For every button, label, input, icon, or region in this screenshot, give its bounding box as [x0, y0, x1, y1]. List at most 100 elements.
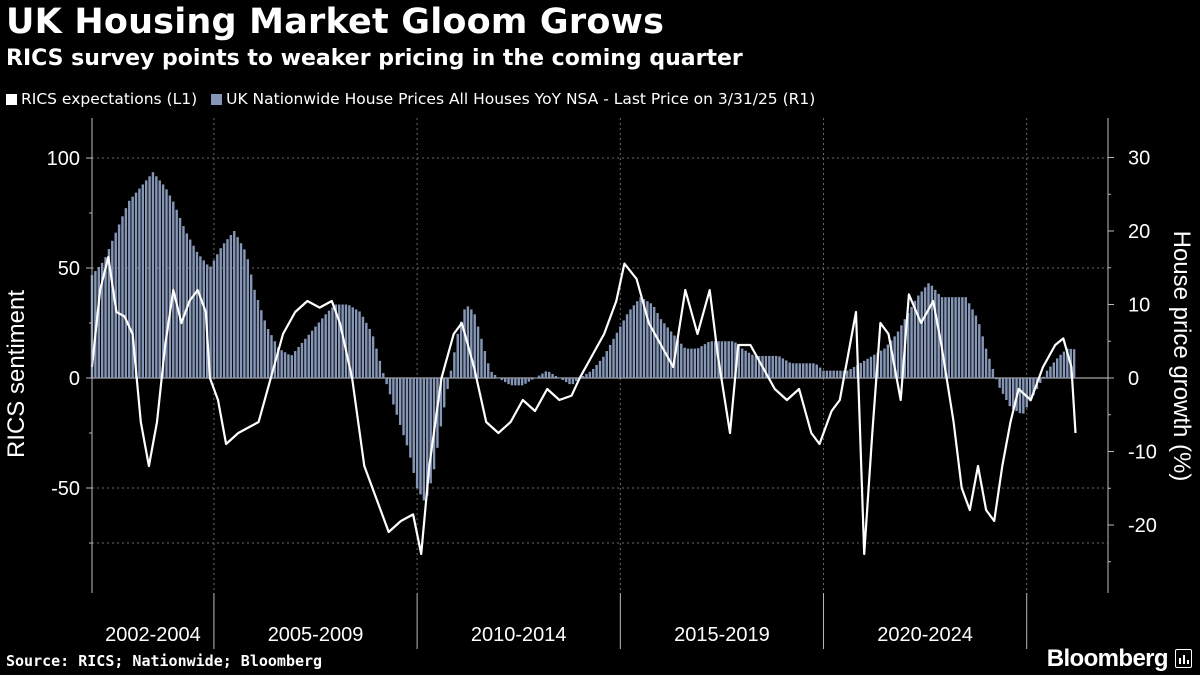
- house-price-bar: [890, 340, 893, 378]
- house-price-bar: [592, 369, 595, 378]
- house-price-bar: [619, 326, 622, 378]
- house-price-bar: [446, 378, 449, 390]
- house-price-bar: [222, 243, 226, 378]
- source-note: Source: RICS; Nationwide; Bloomberg: [6, 652, 323, 670]
- house-price-bar: [730, 341, 734, 378]
- house-price-bar: [409, 378, 412, 458]
- house-price-bar: [839, 370, 842, 378]
- house-price-bar: [188, 239, 192, 378]
- house-price-bar: [100, 262, 104, 378]
- house-price-bar: [334, 304, 338, 378]
- house-price-bar: [178, 217, 182, 378]
- x-period-label: 2015-2019: [674, 624, 770, 646]
- house-price-bar: [388, 378, 392, 395]
- house-price-bar: [642, 299, 646, 378]
- house-price-bar: [625, 314, 629, 378]
- house-price-bar: [900, 325, 903, 378]
- x-period-label: 2010-2014: [471, 624, 567, 646]
- house-price-bar: [703, 344, 707, 378]
- house-price-bar: [277, 347, 280, 378]
- house-price-bar: [795, 363, 798, 378]
- house-price-bar: [260, 310, 263, 378]
- house-price-bar: [338, 304, 341, 378]
- house-price-bar: [368, 329, 371, 378]
- house-price-bar: [859, 362, 862, 378]
- house-price-bar: [243, 249, 246, 378]
- house-price-bar: [984, 348, 988, 378]
- house-price-bar: [361, 316, 365, 378]
- house-price-bar: [1045, 370, 1049, 378]
- house-price-bar: [287, 354, 290, 378]
- house-price-bar: [636, 301, 639, 378]
- house-price-bar: [686, 348, 690, 378]
- chart-title: UK Housing Market Gloom Grows: [6, 2, 665, 42]
- house-price-bar: [954, 297, 957, 378]
- house-price-bar: [605, 351, 608, 378]
- house-price-bar: [354, 309, 358, 378]
- house-price-bar: [476, 326, 480, 378]
- house-price-bar: [1011, 378, 1015, 410]
- house-price-bar: [463, 309, 466, 378]
- house-price-bar: [551, 373, 554, 378]
- house-price-bar: [1049, 366, 1052, 378]
- house-price-bar: [598, 360, 602, 378]
- house-price-bar: [632, 305, 636, 378]
- house-price-bar: [520, 378, 524, 386]
- house-price-bar: [531, 378, 534, 380]
- house-price-bar: [554, 375, 558, 378]
- house-price-bar: [331, 307, 334, 378]
- house-price-bar: [727, 341, 730, 378]
- house-price-bar: [741, 348, 744, 378]
- house-price-bar: [558, 378, 561, 379]
- house-price-bar: [321, 318, 324, 378]
- house-price-bar: [310, 330, 314, 378]
- house-price-bar: [470, 309, 473, 378]
- house-price-bar: [646, 301, 649, 378]
- house-price-bar: [134, 192, 138, 378]
- house-price-bar: [862, 360, 866, 378]
- house-price-bar: [998, 378, 1001, 388]
- house-price-bar: [324, 314, 327, 378]
- house-price-bar: [195, 251, 199, 378]
- house-price-bar: [348, 305, 351, 378]
- house-price-bar: [829, 370, 832, 378]
- house-price-bar: [524, 378, 527, 384]
- house-price-bar: [649, 303, 653, 378]
- house-price-bar: [923, 287, 927, 378]
- house-price-bar: [700, 346, 703, 378]
- y-tick-label-right: 30: [1128, 148, 1150, 170]
- house-price-bar: [978, 324, 981, 378]
- house-price-bar: [395, 378, 399, 415]
- house-price-bar: [724, 341, 727, 378]
- house-price-bar: [944, 297, 947, 378]
- house-price-bar: [487, 363, 490, 378]
- legend-label-rics: RICS expectations (L1): [21, 90, 198, 108]
- house-price-bar: [453, 352, 456, 378]
- house-price-bar: [754, 355, 758, 378]
- house-price-bar: [747, 352, 751, 378]
- house-price-bar: [774, 355, 778, 378]
- y-tick-label-right: 20: [1128, 221, 1150, 243]
- house-price-bar: [97, 266, 100, 378]
- house-price-bar: [991, 369, 995, 378]
- house-price-bar: [659, 319, 663, 378]
- house-price-bar: [541, 373, 544, 378]
- house-price-bar: [988, 358, 991, 378]
- house-price-bar: [503, 378, 507, 383]
- house-price-bar: [575, 378, 578, 382]
- house-price-bar: [734, 342, 737, 378]
- house-price-bar: [764, 355, 768, 378]
- house-price-bar: [497, 378, 500, 379]
- house-price-bar: [405, 378, 409, 446]
- house-price-bar: [442, 378, 446, 408]
- house-price-bar: [429, 378, 432, 484]
- house-price-bar: [974, 315, 978, 378]
- house-price-bar: [801, 363, 805, 378]
- house-price-bar: [693, 348, 697, 378]
- house-price-bar: [768, 355, 771, 378]
- house-price-bar: [517, 378, 520, 386]
- legend-item-house-prices: UK Nationwide House Prices All Houses Yo…: [211, 90, 815, 108]
- house-price-bar: [981, 336, 984, 378]
- house-price-bar: [378, 360, 382, 378]
- house-price-bar: [1042, 376, 1045, 378]
